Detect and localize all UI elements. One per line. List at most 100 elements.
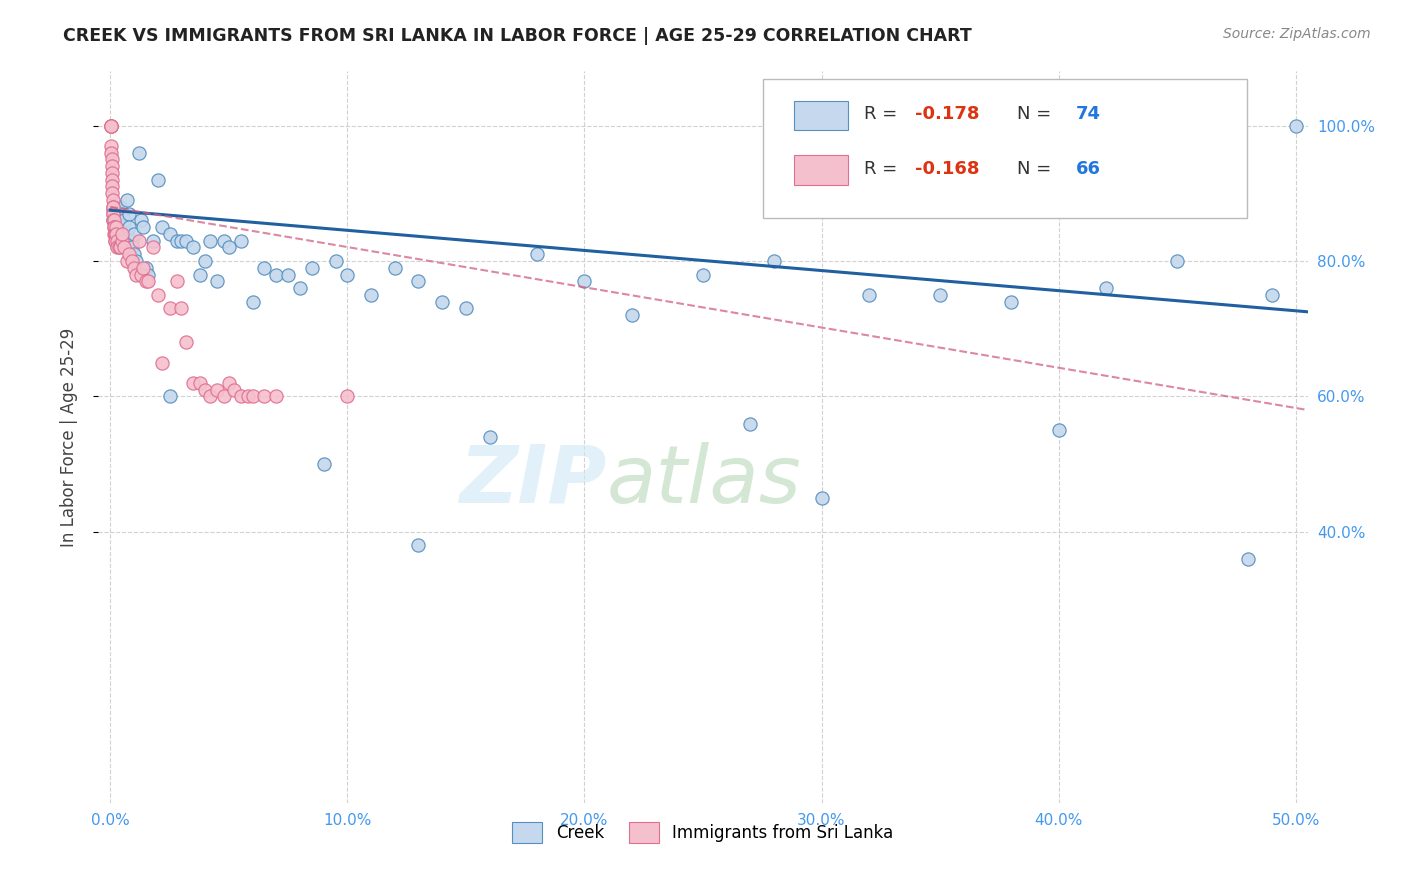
- Point: [198, 389, 221, 403]
- Point: [114, 213, 136, 227]
- Point: [301, 260, 323, 275]
- Point: [121, 240, 143, 254]
- Text: CREEK VS IMMIGRANTS FROM SRI LANKA IN LABOR FORCE | AGE 25-29 CORRELATION CHART: CREEK VS IMMIGRANTS FROM SRI LANKA IN LA…: [63, 27, 972, 45]
- Point: [101, 206, 124, 220]
- Point: [159, 227, 181, 241]
- Point: [101, 186, 124, 201]
- Point: [104, 227, 127, 241]
- Point: [100, 119, 122, 133]
- Point: [253, 260, 276, 275]
- Point: [125, 254, 148, 268]
- Point: [218, 240, 240, 254]
- Point: [129, 213, 152, 227]
- Point: [136, 274, 159, 288]
- Text: -0.178: -0.178: [915, 104, 979, 123]
- Point: [100, 139, 122, 153]
- Point: [111, 206, 134, 220]
- Point: [101, 172, 124, 186]
- Point: [692, 268, 714, 282]
- Point: [620, 308, 643, 322]
- Point: [103, 213, 125, 227]
- Point: [108, 200, 131, 214]
- Point: [264, 389, 287, 403]
- Point: [100, 119, 122, 133]
- Text: N =: N =: [1018, 104, 1057, 123]
- Point: [100, 145, 122, 160]
- Y-axis label: In Labor Force | Age 25-29: In Labor Force | Age 25-29: [59, 327, 77, 547]
- Point: [135, 274, 157, 288]
- Point: [114, 240, 136, 254]
- Text: atlas: atlas: [606, 442, 801, 520]
- Point: [190, 268, 212, 282]
- Point: [236, 389, 259, 403]
- Text: Source: ZipAtlas.com: Source: ZipAtlas.com: [1223, 27, 1371, 41]
- Point: [242, 294, 264, 309]
- Point: [135, 260, 157, 275]
- Point: [858, 288, 880, 302]
- Point: [159, 301, 181, 316]
- Point: [384, 260, 406, 275]
- Point: [205, 274, 228, 288]
- Point: [222, 383, 245, 397]
- Point: [105, 206, 128, 220]
- Text: -0.168: -0.168: [915, 160, 979, 178]
- Point: [408, 538, 430, 552]
- Point: [103, 227, 125, 241]
- Text: N =: N =: [1018, 160, 1057, 178]
- Point: [115, 227, 138, 241]
- Point: [111, 227, 134, 241]
- Point: [104, 234, 127, 248]
- Point: [478, 430, 501, 444]
- Point: [166, 274, 188, 288]
- Point: [121, 234, 143, 248]
- Point: [810, 491, 832, 505]
- Point: [105, 227, 128, 241]
- Point: [142, 240, 165, 254]
- Point: [253, 389, 276, 403]
- Point: [114, 220, 136, 235]
- FancyBboxPatch shape: [794, 101, 848, 130]
- Point: [1285, 119, 1308, 133]
- Point: [159, 389, 181, 403]
- Point: [100, 153, 122, 167]
- Point: [104, 220, 127, 235]
- Point: [101, 206, 124, 220]
- Point: [312, 457, 335, 471]
- Point: [264, 268, 287, 282]
- Point: [101, 203, 124, 218]
- Point: [325, 254, 347, 268]
- Point: [101, 200, 124, 214]
- Point: [118, 247, 141, 261]
- Point: [212, 389, 235, 403]
- Point: [121, 254, 143, 268]
- Point: [198, 234, 221, 248]
- Point: [125, 268, 148, 282]
- Point: [100, 119, 122, 133]
- FancyBboxPatch shape: [763, 78, 1247, 218]
- Point: [174, 234, 197, 248]
- Point: [100, 119, 122, 133]
- Point: [336, 389, 359, 403]
- Point: [128, 234, 150, 248]
- Point: [111, 234, 134, 248]
- Point: [218, 376, 240, 390]
- FancyBboxPatch shape: [794, 155, 848, 185]
- Point: [111, 234, 134, 248]
- Point: [205, 383, 228, 397]
- Point: [103, 213, 125, 227]
- Point: [103, 220, 125, 235]
- Point: [100, 159, 122, 173]
- Point: [146, 172, 169, 186]
- Point: [1261, 288, 1284, 302]
- Point: [115, 193, 138, 207]
- Point: [152, 220, 174, 235]
- Text: 74: 74: [1076, 104, 1101, 123]
- Point: [360, 288, 382, 302]
- Point: [574, 274, 596, 288]
- Point: [105, 227, 128, 241]
- Point: [101, 193, 124, 207]
- Point: [190, 376, 212, 390]
- Point: [132, 260, 155, 275]
- Point: [104, 234, 127, 248]
- Point: [101, 200, 124, 214]
